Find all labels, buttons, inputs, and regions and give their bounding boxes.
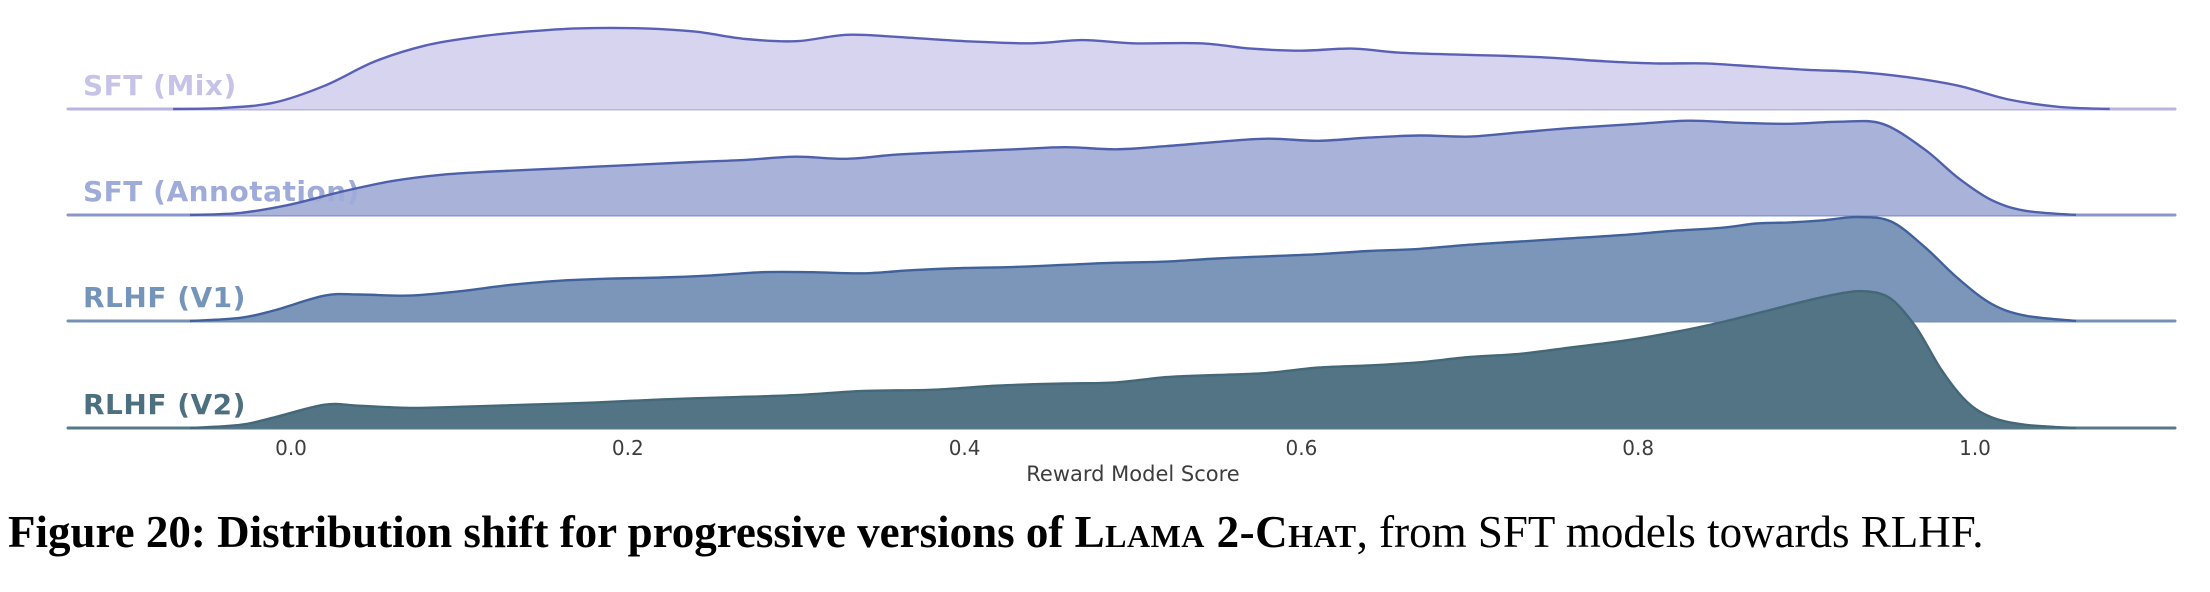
ridge-label-rlhf-v1: RLHF (V1) (83, 281, 246, 314)
ridge-area-sft-mix (173, 28, 2110, 109)
caption-regular-text: , from SFT models towards RLHF. (1356, 507, 1984, 557)
ridge-area-rlhf-v1 (190, 217, 2076, 321)
ridge-line-sft-annotation (189, 119, 2077, 217)
x-tick-0.4: 0.4 (949, 436, 981, 460)
x-tick-1.0: 1.0 (1959, 436, 1991, 460)
x-tick-0.2: 0.2 (612, 436, 644, 460)
ridge-label-sft-annotation: SFT (Annotation) (83, 175, 360, 208)
x-axis-title: Reward Model Score (1026, 462, 1239, 486)
x-tick-0.6: 0.6 (1285, 436, 1317, 460)
ridge-line-sft-mix (173, 26, 2110, 111)
ridge-label-rlhf-v2: RLHF (V2) (83, 388, 246, 421)
ridge-label-sft-mix: SFT (Mix) (83, 69, 237, 102)
ridge-line-rlhf-v1 (189, 215, 2077, 323)
ridge-area-sft-annotation (190, 120, 2076, 215)
x-tick-0.8: 0.8 (1622, 436, 1654, 460)
ridge-area-rlhf-v2 (190, 291, 2076, 428)
ridgeline-chart: SFT (Mix) SFT (Annotation) RLHF (V1) RLHF (… (66, 26, 2177, 486)
ridge-line-rlhf-v2 (189, 289, 2077, 430)
x-tick-0.0: 0.0 (275, 436, 307, 460)
caption-bold-text: Figure 20: Distribution shift for progre… (8, 507, 1075, 557)
figure-caption: Figure 20: Distribution shift for progre… (8, 506, 2208, 558)
caption-smallcaps-llama2chat: Llama 2-Chat (1074, 507, 1357, 557)
